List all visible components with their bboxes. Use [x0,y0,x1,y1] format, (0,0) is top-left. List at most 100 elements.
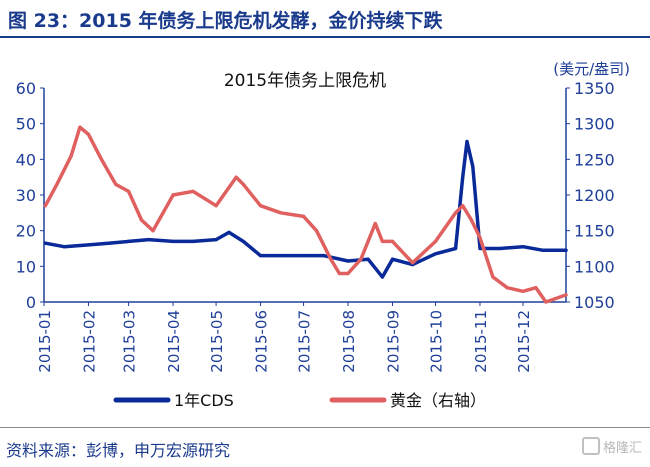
x-axis-tick-label: 2015-08 [340,310,358,373]
data-point-cds [471,164,475,169]
right-axis-tick-label: 1300 [574,115,615,134]
right-axis-tick-label: 1200 [574,186,615,205]
source-note: 资料来源：彭博，申万宏源研究 [6,441,231,460]
data-point-gold [454,211,458,215]
data-point-cds [390,257,395,261]
data-point-cds [147,238,151,242]
data-point-gold [191,189,195,193]
data-point-gold [234,175,238,179]
data-point-gold [127,189,131,193]
data-point-gold [433,239,438,243]
data-point-gold [411,261,415,265]
left-axis-tick-label: 60 [16,79,36,98]
data-point-gold [359,257,363,261]
x-axis-tick-label: 2015-02 [80,310,98,373]
data-point-cds [433,252,438,256]
x-axis-tick-label: 2015-04 [165,310,183,373]
data-point-cds [541,248,545,252]
chart-title: 2015年债务上限危机 [224,71,386,91]
data-point-cds [366,257,370,261]
right-axis-tick-label: 1250 [574,150,615,169]
data-point-gold [461,204,465,208]
x-axis-tick-label: 2015-07 [296,310,314,373]
data-point-cds [346,259,350,263]
right-axis-unit: (美元/盎司) [553,60,630,78]
data-point-gold [151,229,155,233]
data-point-cds [241,239,245,243]
data-point-cds [86,243,91,247]
data-point-cds [171,239,175,243]
left-axis-tick-label: 20 [16,222,36,241]
data-point-gold [505,286,509,290]
left-axis-tick-label: 50 [16,115,36,134]
data-point-gold [69,154,73,158]
legend-label-gold: 黄金（右轴） [390,391,486,410]
data-point-cds [302,254,306,258]
data-point-cds [380,275,384,279]
data-point-cds [258,254,263,258]
data-point-gold [314,229,319,233]
watermark-text: 格隆汇 [602,441,642,456]
left-axis-tick-label: 0 [26,293,36,312]
data-point-gold [139,218,144,222]
data-point-gold [380,239,384,243]
watermark-logo-icon [581,437,600,455]
data-point-gold [114,182,118,186]
data-point-gold [258,204,263,208]
x-axis-tick-label: 2015-11 [472,310,490,373]
data-point-gold [43,204,48,208]
data-point-cds [564,248,568,252]
data-point-gold [544,300,548,304]
legend-label-cds: 1年CDS [174,391,234,410]
data-point-gold [521,289,525,293]
data-point-cds [191,239,195,243]
data-point-cds [214,238,218,242]
x-axis-tick-label: 2015-12 [515,310,533,373]
data-point-gold [171,193,175,197]
data-point-cds [106,241,111,245]
data-point-gold [329,257,333,261]
left-axis-tick-label: 10 [16,257,36,276]
x-axis-tick-label: 2015-03 [121,310,139,373]
data-point-gold [86,132,91,136]
data-point-gold [534,286,538,290]
data-point-cds [521,245,525,249]
data-point-cds [43,241,48,245]
right-axis-tick-label: 1050 [574,293,615,312]
data-point-cds [478,246,482,251]
data-point-cds [461,175,465,179]
x-axis-tick-label: 2015-05 [208,310,226,373]
data-point-cds [62,245,66,249]
figure-title: 图 23：2015 年债务上限危机发酵，金价持续下跌 [8,10,443,32]
left-axis-tick-label: 40 [16,150,36,169]
data-point-gold [373,221,377,226]
data-point-cds [322,254,326,258]
data-point-gold [78,125,82,129]
footer-divider [0,427,650,428]
x-axis-tick-label: 2015-06 [253,310,271,373]
figure-header: 图 23：2015 年债务上限危机发酵，金价持续下跌 [0,0,650,38]
data-point-cds [454,246,458,251]
data-point-gold [478,236,482,240]
data-point-gold [346,271,350,276]
data-point-gold [302,214,306,218]
x-axis-tick-label: 2015-01 [36,310,54,373]
data-point-cds [127,239,131,243]
right-axis-tick-label: 1350 [574,79,615,98]
data-point-cds [279,254,283,258]
data-point-cds [498,246,502,251]
data-point-gold [55,182,59,186]
data-point-gold [469,218,473,222]
data-point-gold [279,211,283,215]
chart: 2015年债务上限危机 (美元/盎司) 0 10 20 30 40 50 60 1050 1100 1… [16,60,630,410]
data-point-gold [241,182,245,186]
data-point-cds [465,139,469,144]
watermark: 格隆汇 [581,437,642,456]
right-axis-tick-label: 1150 [574,222,615,241]
x-axis-tick-label: 2015-10 [428,310,446,373]
data-point-cds [227,230,231,234]
series-line-gold [43,125,568,304]
right-axis-tick-label: 1100 [574,257,615,276]
left-axis-tick-label: 30 [16,186,36,205]
x-axis-tick-label: 2015-09 [384,310,402,373]
